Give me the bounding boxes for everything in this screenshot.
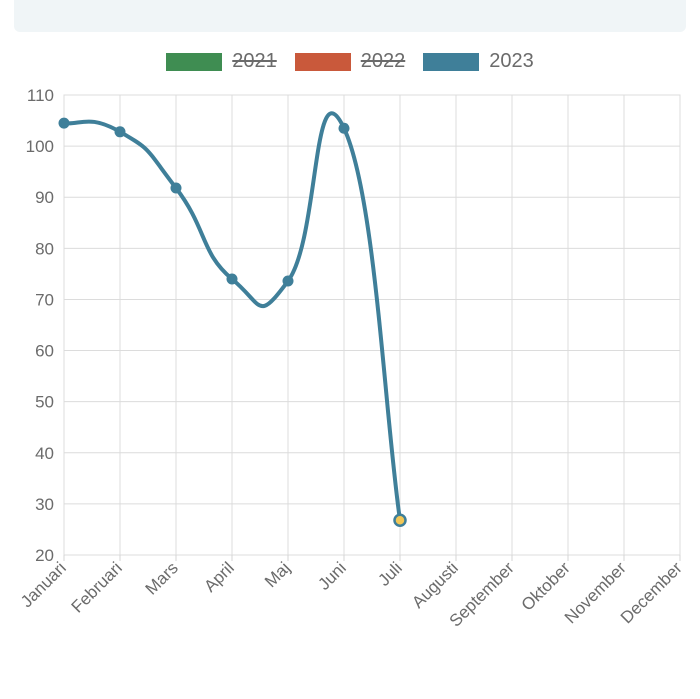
legend-label-2023: 2023 xyxy=(489,50,534,73)
svg-text:April: April xyxy=(200,558,237,595)
svg-text:Februari: Februari xyxy=(68,558,126,616)
svg-text:50: 50 xyxy=(35,393,54,412)
legend-swatch-2022 xyxy=(295,53,351,71)
svg-text:Juni: Juni xyxy=(314,558,349,593)
svg-text:100: 100 xyxy=(26,137,54,156)
legend-swatch-2021 xyxy=(166,53,222,71)
legend-label-2022: 2022 xyxy=(361,50,406,73)
svg-text:Maj: Maj xyxy=(261,558,294,591)
svg-text:December: December xyxy=(617,558,686,627)
svg-text:Oktober: Oktober xyxy=(518,558,574,614)
svg-text:20: 20 xyxy=(35,546,54,565)
x-axis: JanuariFebruari Mars April Maj Juni JuliAugus… xyxy=(17,555,686,631)
svg-text:80: 80 xyxy=(35,239,54,258)
svg-text:90: 90 xyxy=(35,188,54,207)
svg-text:40: 40 xyxy=(35,444,54,463)
svg-text:30: 30 xyxy=(35,495,54,514)
svg-text:Juli: Juli xyxy=(374,558,405,589)
legend-swatch-2023 xyxy=(423,53,479,71)
legend-item-2021[interactable]: 2021 xyxy=(166,50,277,73)
svg-text:60: 60 xyxy=(35,342,54,361)
legend-item-2022[interactable]: 2022 xyxy=(295,50,406,73)
legend-label-2021: 2021 xyxy=(232,50,277,73)
svg-text:Augusti: Augusti xyxy=(408,558,462,612)
chart-container: 2021 2022 2023 20 30 40 50 60 70 80 90 100 110 Ja… xyxy=(0,0,700,699)
header-strip xyxy=(14,0,686,32)
legend: 2021 2022 2023 xyxy=(0,50,700,73)
svg-text:Mars: Mars xyxy=(142,558,182,598)
legend-item-2023[interactable]: 2023 xyxy=(423,50,534,73)
y-axis: 20 30 40 50 60 70 80 90 100 110 xyxy=(26,86,54,565)
svg-text:Januari: Januari xyxy=(17,558,70,611)
line-chart: 20 30 40 50 60 70 80 90 100 110 JanuariFebruari Ma… xyxy=(0,85,700,685)
svg-text:70: 70 xyxy=(35,290,54,309)
svg-text:110: 110 xyxy=(27,86,54,105)
